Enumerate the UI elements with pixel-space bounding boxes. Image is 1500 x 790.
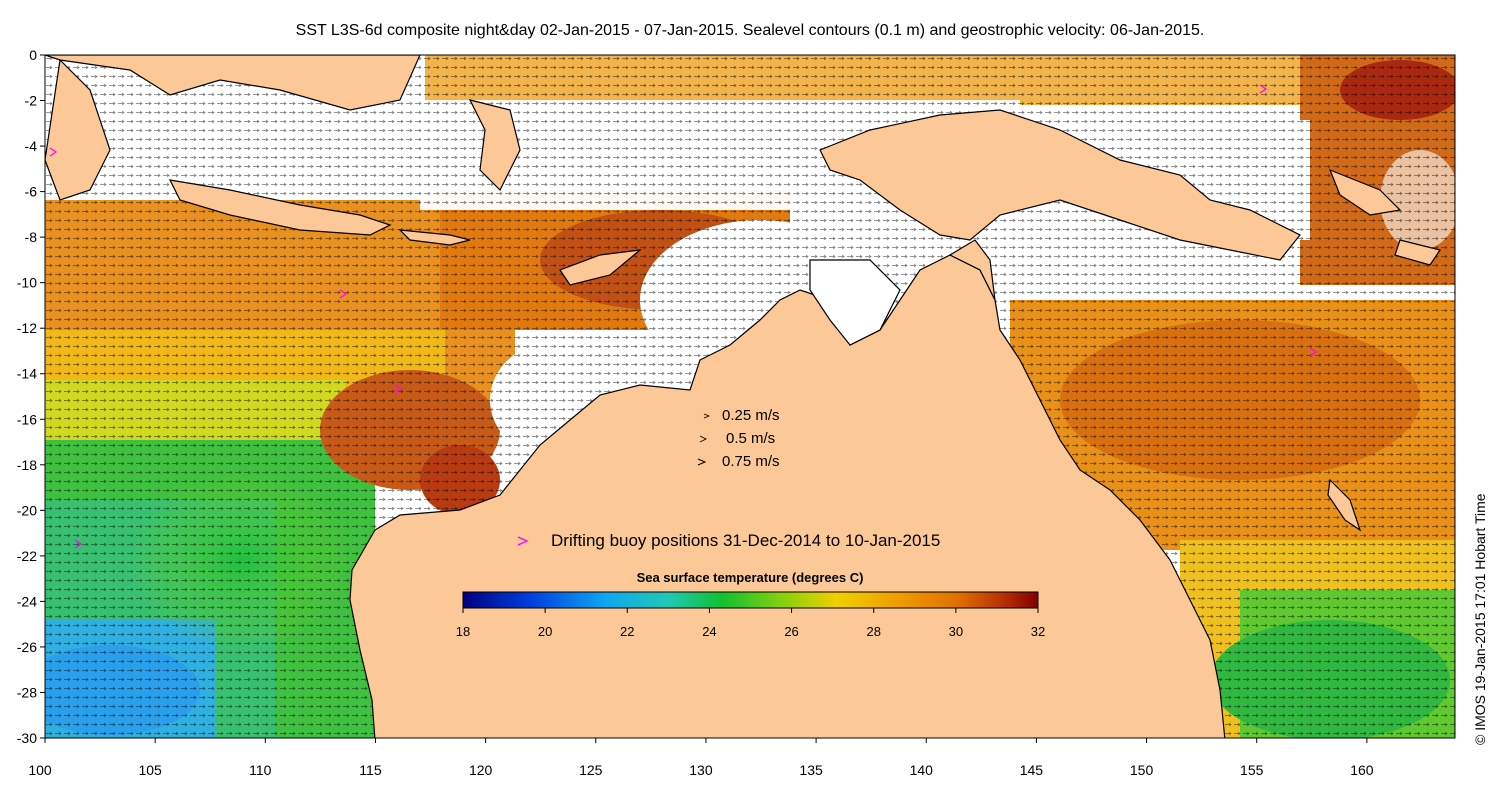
y-tick-label: -20	[17, 502, 37, 518]
x-tick-label: 110	[249, 762, 272, 778]
y-tick-label: -28	[17, 684, 37, 700]
y-tick-label: -10	[17, 275, 37, 291]
x-tick-label: 155	[1240, 762, 1264, 778]
x-tick-label: 115	[359, 762, 382, 778]
x-tick-label: 120	[469, 762, 493, 778]
colorbar-scale	[462, 591, 1039, 609]
colorbar-tick-label: 24	[702, 624, 716, 639]
buoy-legend: Drifting buoy positions 31-Dec-2014 to 1…	[517, 531, 940, 550]
y-tick-label: -16	[17, 411, 37, 427]
colorbar: Sea surface temperature (degrees C) 18 20…	[456, 570, 1045, 639]
x-tick-label: 130	[689, 762, 713, 778]
velocity-legend-label: 0.75 m/s	[722, 453, 780, 470]
velocity-legend-label: 0.25 m/s	[722, 407, 780, 424]
buoy-legend-label: Drifting buoy positions 31-Dec-2014 to 1…	[551, 531, 940, 550]
y-tick-label: -30	[17, 730, 37, 746]
credit-text: © IMOS 19-Jan-2015 17:01 Hobart Time	[1472, 493, 1488, 745]
x-tick-label: 150	[1130, 762, 1154, 778]
x-tick-label: 135	[799, 762, 823, 778]
y-tick-label: -4	[25, 138, 38, 154]
y-tick-label: -12	[17, 320, 37, 336]
y-tick-label: -24	[17, 593, 37, 609]
y-tick-label: 0	[29, 47, 37, 63]
y-tick-label: -22	[17, 548, 37, 564]
plot-frame	[44, 54, 1456, 739]
x-tick-label: 125	[579, 762, 603, 778]
colorbar-ticks: 18 20 22 24 26 28 30 32	[456, 608, 1045, 639]
y-axis: 0 -2 -4 -6 -8 -10 -12 -14 -16 -18 -20 -22 -24 -26 -28 -…	[17, 47, 45, 746]
land	[45, 55, 1441, 738]
colorbar-tick-label: 18	[456, 624, 470, 639]
buoy-marker-icon	[517, 536, 529, 546]
map-title: SST L3S-6d composite night&day 02-Jan-20…	[295, 22, 1205, 39]
x-tick-label: 100	[28, 762, 52, 778]
y-tick-label: -8	[25, 229, 38, 245]
buoy-markers	[49, 84, 1318, 549]
colorbar-title: Sea surface temperature (degrees C)	[637, 570, 864, 585]
x-tick-label: 140	[910, 762, 934, 778]
colorbar-tick-label: 26	[784, 624, 798, 639]
colorbar-tick-label: 28	[866, 624, 880, 639]
y-tick-label: -18	[17, 457, 37, 473]
velocity-legend: 0.25 m/s 0.5 m/s 0.75 m/s	[697, 407, 780, 470]
x-tick-label: 160	[1350, 762, 1374, 778]
y-tick-label: -2	[25, 93, 38, 109]
x-tick-label: 105	[138, 762, 162, 778]
velocity-legend-label: 0.5 m/s	[726, 430, 775, 447]
arrow-icon	[699, 435, 708, 443]
x-tick-label: 145	[1020, 762, 1044, 778]
y-tick-label: -6	[25, 184, 38, 200]
arrow-icon	[703, 413, 711, 419]
y-tick-label: -14	[17, 366, 37, 382]
colorbar-tick-label: 30	[949, 624, 963, 639]
y-tick-label: -26	[17, 639, 37, 655]
colorbar-tick-label: 22	[620, 624, 634, 639]
arrow-icon	[697, 458, 707, 466]
colorbar-tick-label: 32	[1031, 624, 1045, 639]
x-axis: 100 105 110 115 120 125 130 135 140 145 150 155 160	[28, 738, 1374, 778]
colorbar-tick-label: 20	[538, 624, 552, 639]
